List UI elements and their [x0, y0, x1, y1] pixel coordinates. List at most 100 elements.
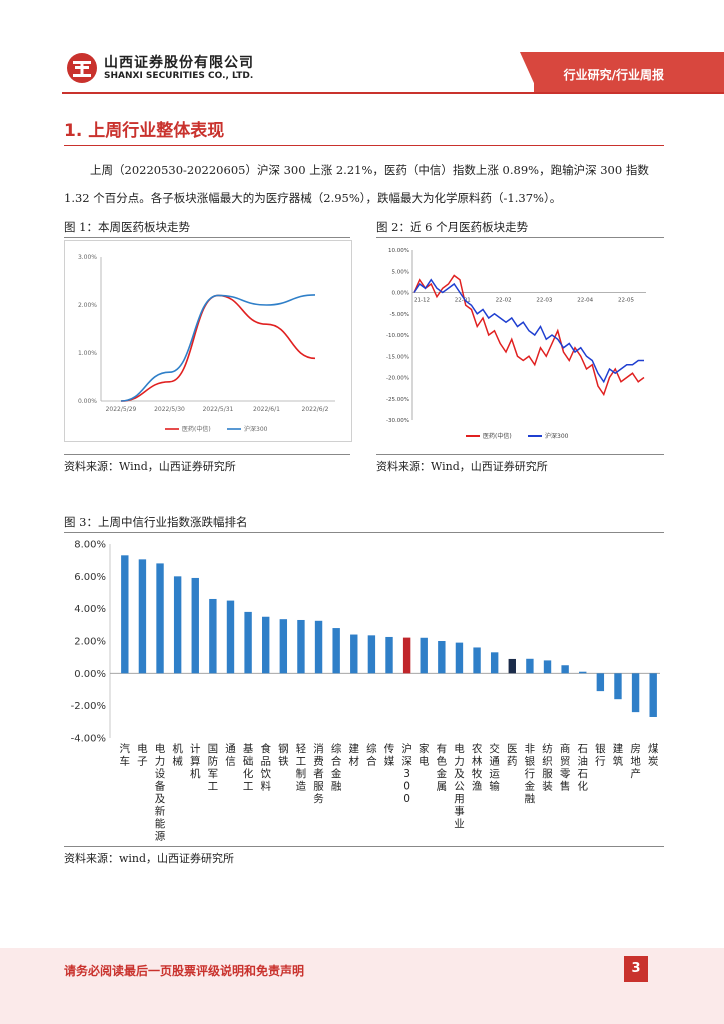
- fig3-category-label: 有色金属: [437, 742, 448, 793]
- fig3-bar: [614, 673, 622, 700]
- fig3-bar: [508, 658, 516, 674]
- fig3-bar: [579, 671, 587, 674]
- fig2-ytick-label: -25.00%: [386, 397, 409, 403]
- figure3-caption-rule: [64, 532, 664, 533]
- fig2-ytick-label: 5.00%: [392, 269, 409, 275]
- fig3-category-label: 非银行金融: [525, 743, 536, 805]
- fig2-ytick-label: -15.00%: [386, 354, 409, 360]
- fig3-ytick-label: 2.00%: [74, 637, 106, 648]
- figure1-source: 资料来源：Wind，山西证券研究所: [64, 460, 236, 473]
- fig1-ytick-label: 3.00%: [78, 254, 97, 261]
- company-name-en: SHANXI SECURITIES CO., LTD.: [104, 71, 254, 81]
- figure3-caption: 图 3：上周中信行业指数涨跌幅排名: [64, 515, 248, 529]
- fig3-category-label: 钢铁: [278, 742, 289, 768]
- fig3-category-label: 医药: [507, 743, 517, 768]
- fig3-category-label: 机械: [172, 742, 183, 768]
- fig1-xtick-label: 2022/6/2: [302, 406, 329, 413]
- fig1-legend-label: 沪深300: [244, 425, 268, 433]
- fig3-bar: [631, 673, 640, 713]
- fig3-bar: [297, 619, 305, 674]
- figure3-svg: 8.00%6.00%4.00%2.00%0.00%-2.00%-4.00%汽车电…: [71, 540, 660, 843]
- fig3-bar: [314, 620, 323, 674]
- figure1-caption-rule: [64, 237, 350, 238]
- fig3-category-label: 基础化工: [243, 742, 254, 793]
- fig3-bar: [191, 577, 199, 674]
- summary-line-1: 上周（20220530-20220605）沪深 300 上涨 2.21%，医药（…: [90, 163, 649, 177]
- figure2-caption-rule: [376, 237, 664, 238]
- fig3-category-label: 消费者服务: [313, 742, 324, 805]
- fig3-category-label: 汽车: [120, 742, 131, 768]
- figure2-source: 资料来源：Wind，山西证券研究所: [376, 460, 548, 473]
- fig3-bar: [543, 660, 552, 674]
- fig2-ytick-label: -30.00%: [386, 418, 409, 424]
- fig3-ytick-label: -4.00%: [71, 734, 106, 745]
- fig3-bar: [438, 641, 446, 674]
- figure1-svg: 0.00% 1.00% 2.00% 3.00% 2022/5/29 2022/5/30 20…: [78, 254, 335, 433]
- fig2-xtick-label: 22-02: [496, 298, 512, 304]
- fig2-xtick-label: 22-01: [455, 298, 471, 304]
- fig3-bar: [596, 673, 605, 692]
- fig3-bar: [473, 647, 481, 674]
- fig3-bar: [173, 576, 182, 674]
- fig3-category-label: 计算机: [190, 742, 201, 780]
- fig3-ytick-label: 0.00%: [74, 669, 106, 680]
- fig3-bar: [350, 634, 358, 674]
- footer-band: [0, 948, 724, 1024]
- fig2-xtick-label: 22-04: [577, 298, 593, 304]
- fig3-bar: [561, 665, 569, 674]
- fig2-series-line: [413, 274, 645, 397]
- figure2-caption: 图 2：近 6 个月医药板块走势: [376, 220, 529, 234]
- fig3-category-label: 纺织服装: [542, 742, 553, 793]
- fig3-category-label: 家电: [419, 742, 430, 768]
- company-name-cn: 山西证券股份有限公司: [104, 55, 254, 71]
- fig3-bar: [138, 559, 147, 674]
- fig2-ytick-label: 10.00%: [388, 248, 409, 254]
- fig3-bar: [649, 673, 657, 717]
- section-title: 1. 上周行业整体表现: [64, 121, 225, 141]
- fig1-xtick-label: 2022/6/1: [253, 406, 280, 413]
- fig3-bar: [279, 619, 288, 674]
- header-band-cut: [520, 52, 538, 92]
- fig2-xtick-label: 22-05: [618, 298, 634, 304]
- fig3-category-label: 电力设备及新能源: [155, 742, 166, 843]
- fig1-ytick-label: 0.00%: [78, 398, 97, 405]
- fig2-xtick-label: 22-03: [536, 298, 552, 304]
- fig3-bar: [244, 611, 252, 674]
- fig3-bar: [385, 636, 393, 674]
- fig3-ytick-label: 4.00%: [74, 604, 106, 615]
- fig3-category-label: 综合金融: [331, 742, 342, 793]
- figure1-caption: 图 1：本周医药板块走势: [64, 220, 190, 234]
- fig1-ytick-label: 1.00%: [78, 350, 97, 357]
- figure3-source: 资料来源：wind，山西证券研究所: [64, 852, 235, 865]
- header-rule: [62, 92, 724, 94]
- fig3-category-label: 交通运输: [489, 742, 500, 793]
- fig3-category-label: 国防军工: [208, 743, 219, 793]
- fig2-legend-label: 沪深300: [545, 432, 569, 440]
- fig1-series-line: [120, 294, 316, 402]
- fig3-category-label: 传媒: [384, 743, 395, 768]
- fig3-bar: [490, 652, 499, 674]
- figure2-svg: 10.00% 5.00% 0.00% -5.00% -10.00% -15.00% -20.…: [386, 248, 646, 440]
- fig1-xtick-label: 2022/5/30: [154, 406, 185, 413]
- figure1-source-rule: [64, 454, 350, 455]
- page-number: 3: [624, 956, 648, 982]
- fig2-ytick-label: -5.00%: [390, 312, 409, 318]
- figure2-source-rule: [376, 454, 664, 455]
- fig1-ytick-label: 2.00%: [78, 302, 97, 309]
- fig3-ytick-label: 6.00%: [74, 572, 106, 583]
- company-logo-icon: [67, 53, 97, 83]
- fig2-ytick-label: -10.00%: [386, 333, 409, 339]
- fig3-category-label: 建材: [349, 742, 360, 768]
- fig3-bar: [420, 637, 428, 674]
- fig3-category-label: 商贸零售: [560, 742, 571, 793]
- fig2-series-line: [413, 278, 644, 384]
- fig3-category-label: 建筑: [613, 742, 624, 768]
- section-rule: [64, 145, 664, 146]
- fig3-ytick-label: -2.00%: [71, 701, 106, 712]
- fig3-category-label: 综合: [366, 742, 377, 768]
- header-band: [534, 52, 724, 92]
- footer-disclaimer: 请务必阅读最后一页股票评级说明和免责声明: [64, 964, 305, 978]
- fig1-series-line: [120, 294, 316, 402]
- figure3-source-rule: [64, 846, 664, 847]
- fig3-category-label: 石油石化: [577, 743, 588, 793]
